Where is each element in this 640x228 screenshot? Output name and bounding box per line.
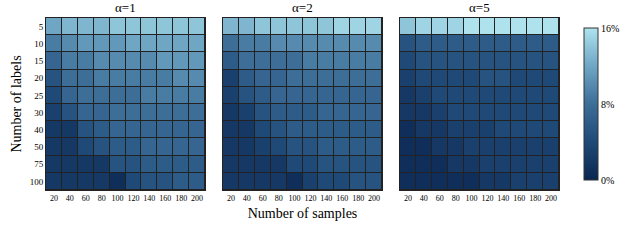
svg-text:80: 80 <box>452 194 460 203</box>
svg-text:180: 180 <box>175 194 187 203</box>
svg-text:20: 20 <box>227 194 235 203</box>
svg-text:100: 100 <box>466 194 478 203</box>
svg-text:8%: 8% <box>601 99 614 110</box>
svg-text:15: 15 <box>34 56 44 66</box>
svg-text:Number of samples: Number of samples <box>248 206 358 221</box>
svg-text:120: 120 <box>481 194 493 203</box>
svg-text:60: 60 <box>259 194 267 203</box>
svg-text:200: 200 <box>191 194 203 203</box>
svg-text:α=2: α=2 <box>292 0 313 15</box>
svg-text:40: 40 <box>243 194 251 203</box>
svg-text:30: 30 <box>34 108 44 118</box>
svg-text:16%: 16% <box>601 23 619 34</box>
svg-text:140: 140 <box>143 194 155 203</box>
svg-text:60: 60 <box>82 194 90 203</box>
svg-text:0%: 0% <box>601 175 614 186</box>
svg-text:75: 75 <box>34 159 44 169</box>
svg-text:10: 10 <box>34 39 44 49</box>
svg-text:100: 100 <box>30 177 44 187</box>
svg-text:α=1: α=1 <box>115 0 136 15</box>
svg-text:20: 20 <box>50 194 58 203</box>
svg-text:200: 200 <box>545 194 557 203</box>
svg-text:50: 50 <box>34 142 44 152</box>
svg-text:180: 180 <box>352 194 364 203</box>
svg-text:80: 80 <box>98 194 106 203</box>
svg-text:100: 100 <box>112 194 124 203</box>
svg-text:160: 160 <box>159 194 171 203</box>
svg-text:α=5: α=5 <box>469 0 490 15</box>
svg-text:160: 160 <box>336 194 348 203</box>
svg-text:100: 100 <box>289 194 301 203</box>
svg-text:200: 200 <box>368 194 380 203</box>
svg-text:Number of labels: Number of labels <box>9 55 24 152</box>
svg-text:160: 160 <box>513 194 525 203</box>
svg-text:80: 80 <box>275 194 283 203</box>
svg-text:60: 60 <box>436 194 444 203</box>
svg-text:20: 20 <box>34 73 44 83</box>
svg-text:20: 20 <box>404 194 412 203</box>
svg-text:120: 120 <box>304 194 316 203</box>
svg-text:40: 40 <box>34 125 44 135</box>
svg-text:40: 40 <box>420 194 428 203</box>
svg-text:25: 25 <box>34 91 44 101</box>
svg-text:40: 40 <box>66 194 74 203</box>
svg-text:180: 180 <box>529 194 541 203</box>
svg-text:120: 120 <box>127 194 139 203</box>
svg-text:5: 5 <box>39 22 44 32</box>
svg-text:140: 140 <box>320 194 332 203</box>
svg-text:140: 140 <box>497 194 509 203</box>
